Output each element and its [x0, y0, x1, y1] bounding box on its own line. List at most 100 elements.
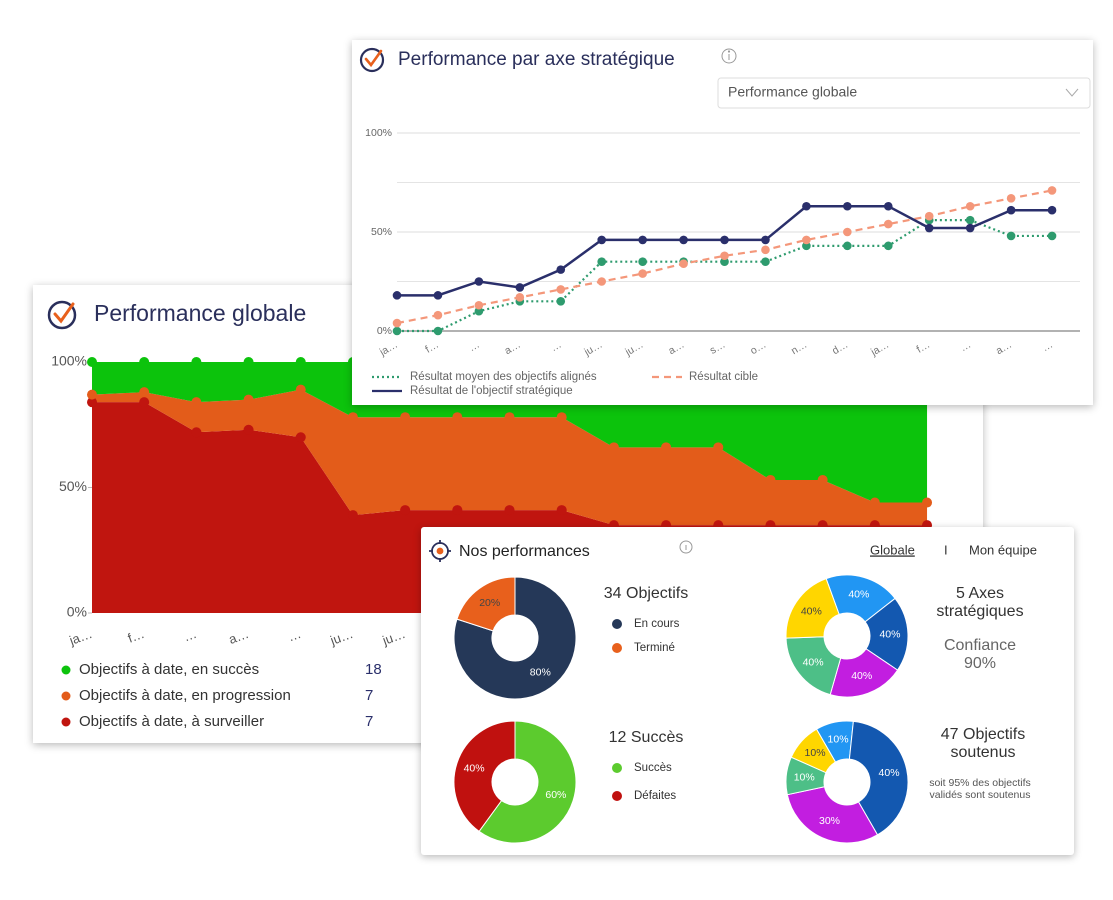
point — [597, 277, 606, 286]
point — [720, 251, 729, 261]
point — [295, 384, 306, 395]
x-tick-label: a… — [666, 339, 686, 358]
legend-label: Résultat de l'objectif stratégique — [410, 385, 573, 397]
point — [597, 235, 606, 245]
x-tick-label: f… — [914, 339, 932, 356]
point — [139, 387, 150, 398]
x-tick-label: f… — [126, 626, 147, 646]
legend-label: Terminé — [634, 642, 675, 654]
point — [433, 291, 443, 300]
x-tick-label: d… — [830, 339, 850, 358]
donut-segment — [453, 720, 516, 833]
point — [597, 257, 606, 267]
x-tick-label: … — [467, 339, 482, 355]
point — [765, 474, 776, 485]
x-tick-label: … — [181, 626, 198, 645]
point — [1047, 205, 1057, 215]
point — [392, 291, 402, 300]
donut-segment — [478, 720, 577, 844]
point — [638, 269, 647, 278]
point — [713, 442, 724, 453]
x-tick-label: a… — [227, 626, 251, 647]
y-tick-label: 0% — [67, 604, 87, 620]
point — [243, 424, 254, 435]
point — [761, 235, 770, 245]
point — [191, 427, 202, 438]
data-label: 40% — [801, 606, 822, 618]
point — [556, 265, 566, 274]
target-icon — [429, 540, 451, 562]
perf-card: Nos performances Globale I Mon équipe 80… — [421, 527, 1074, 855]
tab[interactable]: Globale — [870, 542, 915, 557]
point — [400, 505, 411, 516]
point — [843, 201, 852, 211]
point — [139, 397, 150, 408]
x-tick-label: f… — [423, 339, 441, 356]
point — [474, 300, 484, 310]
point — [1006, 194, 1016, 203]
card-title: Performance globale — [94, 300, 306, 326]
info-icon[interactable] — [721, 48, 737, 64]
x-tick-label: o… — [748, 339, 768, 358]
point — [295, 357, 306, 367]
point — [243, 394, 254, 405]
legend-label: En cours — [634, 618, 680, 630]
point — [295, 432, 306, 443]
legend-label: Résultat cible — [689, 371, 758, 383]
x-tick-label: ja… — [377, 339, 400, 359]
x-tick-label: ju… — [380, 626, 408, 648]
point — [504, 412, 515, 423]
point — [924, 223, 934, 233]
data-label: 20% — [479, 597, 500, 609]
legend-label: Objectifs à date, à surveiller — [79, 713, 264, 730]
data-label: 80% — [530, 667, 551, 679]
legend-dot — [612, 791, 622, 801]
select-value[interactable]: Performance globale — [728, 84, 857, 100]
x-tick-label: ju… — [622, 339, 645, 359]
x-tick-label: a… — [503, 339, 523, 358]
point — [556, 412, 567, 423]
point — [452, 412, 463, 423]
point — [87, 357, 97, 367]
point — [869, 497, 880, 508]
data-label: 10% — [828, 734, 849, 746]
donut-title: 5 Axes stratégiques — [936, 585, 1024, 620]
point — [661, 442, 672, 453]
point — [720, 235, 729, 245]
info-icon[interactable] — [679, 540, 693, 554]
x-tick-label: ja… — [868, 339, 891, 359]
select-box[interactable] — [717, 77, 1091, 109]
donut-segment — [790, 728, 837, 774]
point — [679, 235, 688, 245]
point — [400, 412, 411, 423]
x-tick-label: s… — [708, 339, 728, 357]
donut-segment — [848, 720, 909, 836]
point — [504, 505, 515, 516]
legend-dot — [61, 717, 71, 727]
point — [883, 219, 893, 229]
point — [761, 257, 770, 267]
point — [87, 397, 97, 408]
donut-segment — [453, 576, 577, 700]
tab[interactable]: Mon équipe — [969, 542, 1037, 557]
point — [638, 257, 647, 267]
x-tick-label: a… — [994, 339, 1014, 358]
check-icon — [359, 47, 385, 73]
legend-label: Défaites — [634, 790, 676, 802]
x-tick-label: … — [958, 339, 973, 355]
point — [1006, 231, 1016, 241]
point — [817, 474, 828, 485]
point — [515, 293, 525, 302]
axis-chart: Performance par axe stratégique Performa… — [359, 47, 1091, 397]
tab-separator: I — [944, 542, 948, 557]
area — [92, 389, 928, 526]
x-tick-label: ju… — [582, 339, 605, 359]
point — [474, 306, 484, 316]
y-tick-label: 50% — [371, 226, 392, 238]
donut-subtitle: Confiance 90% — [943, 637, 1017, 672]
legend-dot — [61, 665, 71, 675]
data-label: 40% — [803, 656, 824, 668]
point — [802, 201, 811, 211]
y-tick-label: 100% — [365, 127, 392, 139]
data-label: 10% — [805, 747, 826, 759]
